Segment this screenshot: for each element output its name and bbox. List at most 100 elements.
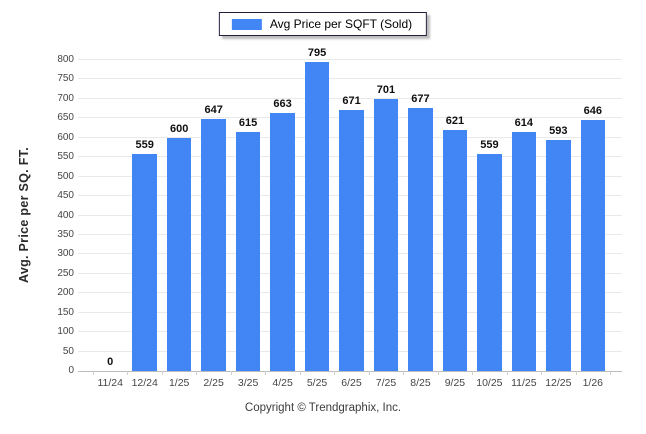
y-axis-tick-label: 750 [57,73,74,85]
y-axis-tick-label: 50 [62,345,74,357]
x-axis-tick [472,371,474,375]
bar [304,61,330,371]
y-axis-tick-label: 200 [57,287,74,299]
bar-value-label: 600 [169,122,189,135]
bar-slot: 646 [576,60,610,371]
x-axis-tick [610,371,611,375]
bar-value-label: 0 [107,356,114,368]
bar-slot: 559 [472,60,506,371]
bar-slot: 671 [334,60,368,371]
bar [442,129,468,371]
legend-label: Avg Price per SQFT (Sold) [269,17,413,31]
bar [132,153,157,371]
bar-slot: 677 [403,60,437,371]
bar-slot: 614 [507,60,541,371]
x-axis-tick [437,371,439,375]
copyright-text: Copyright © Trendgraphix, Inc. [244,402,402,414]
y-axis-tick-label: 700 [57,92,74,104]
y-axis-tick-label: 250 [57,267,74,279]
x-axis-tick [334,371,336,375]
bar [546,140,571,371]
bar-slot: 559 [127,60,161,371]
bar-value-label: 701 [376,83,396,96]
y-axis-tick-label: 550 [57,151,74,163]
x-axis-tick-label: 3/25 [237,377,259,389]
bar [339,110,364,371]
legend: Avg Price per SQFT (Sold) [218,12,428,36]
bar-value-label: 621 [445,114,465,127]
bar [477,153,502,371]
bar [580,119,606,371]
x-axis-tick-label: 11/25 [511,377,537,389]
y-axis-title: Avg. Price per SQ. FT. [14,60,34,371]
x-axis-tick-label: 1/26 [582,377,604,389]
y-axis-title-text: Avg. Price per SQ. FT. [17,147,31,284]
bar-value-label: 559 [480,138,499,151]
x-axis-tick [196,371,198,375]
x-axis-tick [93,371,94,375]
x-axis-tick-labels: 11/24 12/24 1/25 2/25 3/25 4/25 5/25 6/25 7/25 8/… [93,377,610,389]
x-axis-tick-label: 6/25 [341,377,362,389]
bar-value-label: 677 [411,92,430,105]
x-axis-tick [575,371,577,375]
bar-slot: 593 [541,60,575,371]
bar-slot: 663 [265,60,299,371]
y-axis-tick-labels: 0 50 100 150 200 250 300 350 400 450 500 550 600 650 7… [38,55,74,376]
x-axis-tick-label: 1/25 [168,377,190,389]
bar-slot: 795 [300,47,334,371]
x-axis-tick-label: 2/25 [203,377,224,389]
bar-slot: 615 [231,60,265,371]
y-axis-tick-label: 300 [57,248,74,260]
x-axis-tick-label: 11/24 [97,377,123,389]
bar-slot: 600 [162,60,196,371]
y-axis-tick-label: 450 [57,190,74,202]
x-axis-tick-label: 10/25 [476,377,503,389]
bar [201,119,226,371]
x-axis-tick [506,371,508,375]
x-axis-tick [127,371,129,375]
y-axis-tick-label: 600 [57,131,74,143]
y-axis-tick-label: 500 [57,170,74,182]
bar-slot: 621 [438,60,472,371]
bar [235,131,261,371]
x-axis-tick-label: 4/25 [272,377,293,389]
bar-value-label: 646 [583,104,602,117]
x-axis-tick-label: 5/25 [306,377,328,389]
bar [511,132,537,371]
bar-series: 0 559 600 647 615 663 795 671 701 677 621 559 614 593… [93,47,611,375]
bar-value-label: 671 [342,95,361,108]
x-axis-tick [161,371,163,375]
x-axis-tick [403,371,405,375]
y-axis-tick-label: 800 [57,54,74,65]
gridline [78,59,622,60]
bar-value-label: 593 [549,125,568,138]
x-axis-tick-label: 9/25 [444,377,466,389]
y-axis-tick-label: 0 [68,365,74,376]
bar-slot: 0 [93,60,127,371]
bar-value-label: 615 [238,116,258,129]
bar-value-label: 559 [135,138,154,151]
plot-area: 0 559 600 647 615 663 795 671 701 677 621 559 614 593… [78,47,622,375]
y-axis-tick-label: 400 [57,209,74,221]
x-axis-tick [541,371,543,375]
gridline [78,78,622,80]
bar [408,107,433,371]
gridline [78,97,622,99]
legend-swatch-icon [231,18,262,30]
bar-value-label: 663 [273,98,292,111]
y-axis-tick-label: 650 [57,112,74,124]
y-axis-tick-label: 150 [57,306,74,318]
bar-value-label: 795 [307,46,327,59]
y-axis-tick-label: 350 [57,228,74,240]
bar-value-label: 614 [514,117,534,130]
x-axis-tick [299,371,301,375]
bar [270,113,295,371]
x-axis-tick-label: 12/24 [131,377,158,389]
x-axis-tick [368,371,370,375]
bar [166,137,192,371]
x-axis-tick-label: 7/25 [375,377,397,389]
bar-slot: 701 [369,60,403,371]
bar [373,98,399,371]
y-axis-tick-label: 100 [57,326,74,338]
bar-value-label: 647 [204,104,223,117]
